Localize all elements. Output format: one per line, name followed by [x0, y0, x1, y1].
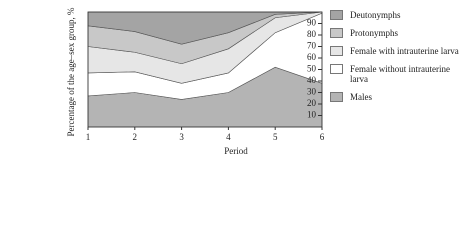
legend-item: Female with intrauterine larva	[330, 46, 460, 56]
y-tick-label: 10	[307, 110, 317, 120]
legend-swatch	[330, 28, 343, 38]
y-axis-label: Percentage of the age–sex group, %	[66, 7, 76, 136]
legend-label: Female without intrauterine larva	[350, 64, 450, 84]
x-axis-label: Period	[224, 146, 248, 156]
y-tick-label: 50	[307, 64, 317, 74]
x-tick-label: 3	[179, 132, 184, 142]
legend-item: Deutonymphs	[330, 10, 460, 20]
legend-swatch	[330, 10, 343, 20]
x-tick-label: 6	[320, 132, 325, 142]
legend: Deutonymphs Protonymphs Female with intrau…	[330, 10, 470, 110]
x-tick-label: 2	[133, 132, 138, 142]
legend-label: Protonymphs	[350, 28, 399, 38]
y-tick-label: 80	[307, 29, 317, 39]
y-tick-label: 20	[307, 98, 317, 108]
legend-label: Female with intrauterine larva	[350, 46, 459, 56]
y-tick-label: 60	[307, 52, 317, 62]
legend-label: Males	[350, 92, 372, 102]
y-tick-label: 90	[307, 18, 317, 28]
legend-item: Protonymphs	[330, 28, 460, 38]
x-tick-label: 1	[86, 132, 91, 142]
y-tick-label: 40	[307, 75, 317, 85]
legend-item: Female without intrauterine larva	[330, 64, 460, 84]
chart-svg: Period Percentage of the age–sex group, …	[66, 7, 325, 156]
legend-swatch	[330, 92, 343, 102]
legend-swatch	[330, 46, 343, 56]
legend-item: Males	[330, 92, 460, 102]
y-tick-label: 70	[307, 41, 317, 51]
legend-label: Deutonymphs	[350, 10, 401, 20]
y-tick-label: 30	[307, 87, 317, 97]
x-tick-label: 5	[273, 132, 278, 142]
chart: Period Percentage of the age–sex group, …	[66, 7, 470, 156]
legend-swatch	[330, 64, 343, 74]
x-tick-label: 4	[226, 132, 231, 142]
